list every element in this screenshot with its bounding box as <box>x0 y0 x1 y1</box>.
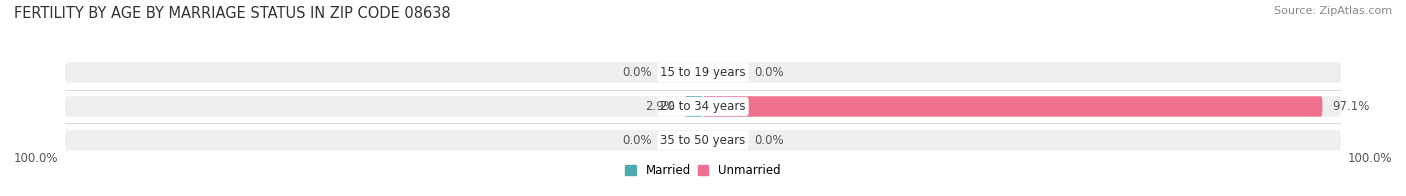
Text: 0.0%: 0.0% <box>754 134 783 147</box>
FancyBboxPatch shape <box>685 96 703 117</box>
Text: 0.0%: 0.0% <box>623 134 652 147</box>
Text: 2.9%: 2.9% <box>645 100 675 113</box>
Legend: Married, Unmarried: Married, Unmarried <box>626 164 780 177</box>
Text: 35 to 50 years: 35 to 50 years <box>661 134 745 147</box>
FancyBboxPatch shape <box>65 62 1341 83</box>
Text: 15 to 19 years: 15 to 19 years <box>661 66 745 79</box>
Text: FERTILITY BY AGE BY MARRIAGE STATUS IN ZIP CODE 08638: FERTILITY BY AGE BY MARRIAGE STATUS IN Z… <box>14 6 451 21</box>
Text: 100.0%: 100.0% <box>1347 152 1392 164</box>
Text: 0.0%: 0.0% <box>623 66 652 79</box>
FancyBboxPatch shape <box>703 96 1323 117</box>
Text: Source: ZipAtlas.com: Source: ZipAtlas.com <box>1274 6 1392 16</box>
Text: 0.0%: 0.0% <box>754 66 783 79</box>
Text: 97.1%: 97.1% <box>1331 100 1369 113</box>
FancyBboxPatch shape <box>65 96 1341 117</box>
Text: 100.0%: 100.0% <box>14 152 59 164</box>
FancyBboxPatch shape <box>65 130 1341 151</box>
Text: 20 to 34 years: 20 to 34 years <box>661 100 745 113</box>
